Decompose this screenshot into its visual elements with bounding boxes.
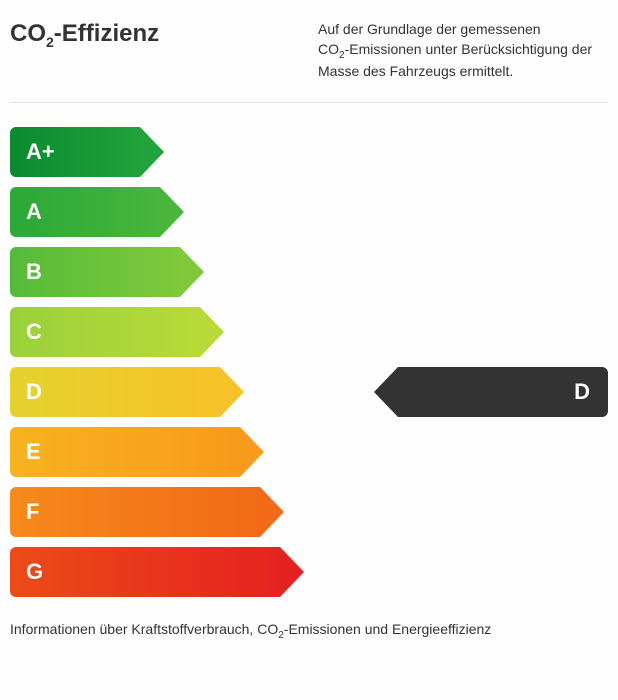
indicator-tip-icon bbox=[374, 367, 398, 417]
efficiency-arrow-e: E bbox=[10, 427, 240, 477]
description-prefix: CO bbox=[318, 41, 339, 57]
efficiency-chart: A+ABCDDEFG bbox=[10, 127, 608, 597]
efficiency-arrow-a: A bbox=[10, 187, 160, 237]
efficiency-row: A+ bbox=[10, 127, 608, 177]
header: CO2-Effizienz Auf der Grundlage der geme… bbox=[10, 20, 608, 103]
footer-prefix: Informationen über Kraftstoffverbrauch, … bbox=[10, 621, 278, 637]
title-prefix: CO bbox=[10, 20, 46, 47]
description-suffix: -Emissionen unter Berücksichtigung der M… bbox=[318, 41, 592, 80]
efficiency-row: C bbox=[10, 307, 608, 357]
efficiency-row: G bbox=[10, 547, 608, 597]
arrow-tip-icon bbox=[160, 187, 184, 237]
efficiency-row: F bbox=[10, 487, 608, 537]
arrow-tip-icon bbox=[240, 427, 264, 477]
efficiency-row: B bbox=[10, 247, 608, 297]
efficiency-arrow-b: B bbox=[10, 247, 180, 297]
efficiency-arrow-f: F bbox=[10, 487, 260, 537]
efficiency-row: A bbox=[10, 187, 608, 237]
arrow-tip-icon bbox=[200, 307, 224, 357]
efficiency-arrow-g: G bbox=[10, 547, 280, 597]
title-suffix: -Effizienz bbox=[54, 20, 159, 47]
description: Auf der Grundlage der gemessenen CO2-Emi… bbox=[318, 20, 608, 82]
efficiency-row: DD bbox=[10, 367, 608, 417]
footer-text: Informationen über Kraftstoffverbrauch, … bbox=[10, 621, 608, 641]
arrow-tip-icon bbox=[180, 247, 204, 297]
arrow-tip-icon bbox=[260, 487, 284, 537]
footer-suffix: -Emissionen und Energieeffizienz bbox=[284, 621, 492, 637]
efficiency-row: E bbox=[10, 427, 608, 477]
rating-indicator: D bbox=[398, 367, 608, 417]
efficiency-arrow-aplus: A+ bbox=[10, 127, 140, 177]
efficiency-arrow-d: D bbox=[10, 367, 220, 417]
efficiency-arrow-c: C bbox=[10, 307, 200, 357]
page-title: CO2-Effizienz bbox=[10, 20, 159, 50]
arrow-tip-icon bbox=[220, 367, 244, 417]
title-subscript: 2 bbox=[46, 34, 54, 50]
arrow-tip-icon bbox=[280, 547, 304, 597]
description-line1: Auf der Grundlage der gemessenen bbox=[318, 21, 541, 37]
arrow-tip-icon bbox=[140, 127, 164, 177]
